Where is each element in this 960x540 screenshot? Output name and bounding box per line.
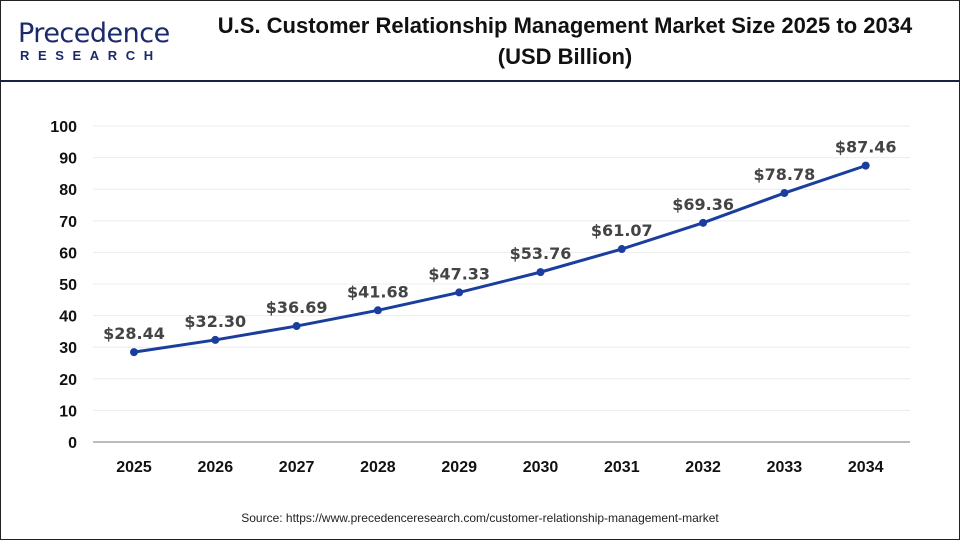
data-label: $53.76 [510,244,572,263]
x-tick-label: 2027 [279,459,315,476]
subtitle-line: (USD Billion) [497,44,633,69]
x-tick-label: 2026 [198,459,234,476]
x-tick-label: 2028 [360,459,396,476]
y-tick-label: 10 [59,403,77,420]
data-label: $69.36 [672,195,734,214]
chart-title: U.S. Customer Relationship Management Ma… [170,10,960,72]
data-point [292,322,301,331]
data-point [699,218,708,227]
precedence-research-logo: Precedence RESEARCH [16,18,170,63]
source-note: Source: https://www.precedenceresearch.c… [241,511,719,525]
y-tick-label: 80 [59,182,77,199]
x-tick-label: 2031 [604,459,640,476]
x-tick-label: 2034 [848,459,884,476]
y-tick-label: 0 [68,435,77,452]
data-point [211,335,220,344]
data-label: $41.68 [347,282,409,301]
data-point [455,288,464,297]
y-tick-label: 70 [59,214,77,231]
y-tick-label: 50 [59,277,77,294]
title-line: U.S. Customer Relationship Management Ma… [217,13,913,38]
y-tick-label: 40 [59,309,77,326]
y-tick-label: 30 [59,340,77,357]
data-point [780,189,789,198]
data-label: $32.30 [184,312,246,331]
x-tick-label: 2030 [523,459,559,476]
x-tick-label: 2032 [685,459,721,476]
series-line [133,164,867,354]
data-label: $36.69 [266,298,328,317]
y-tick-label: 90 [59,151,77,168]
data-label: $87.46 [835,138,897,157]
x-tick-label: 2025 [116,459,152,476]
data-label: $61.07 [591,221,653,240]
data-label: $78.78 [754,165,816,184]
x-tick-label: 2029 [441,459,477,476]
y-tick-label: 60 [59,245,77,262]
data-point [373,306,382,315]
data-label: $28.44 [103,324,165,343]
x-tick-label: 2033 [767,459,803,476]
data-point [617,245,626,254]
header: Precedence RESEARCH U.S. Customer Relati… [0,0,960,82]
data-point [861,161,870,170]
y-tick-label: 100 [50,119,77,136]
data-point [536,268,545,277]
data-point [130,348,138,357]
logo-subtext: RESEARCH [20,48,162,63]
y-tick-label: 20 [59,372,77,389]
data-label: $47.33 [428,264,490,283]
logo-text: Precedence [18,18,170,49]
